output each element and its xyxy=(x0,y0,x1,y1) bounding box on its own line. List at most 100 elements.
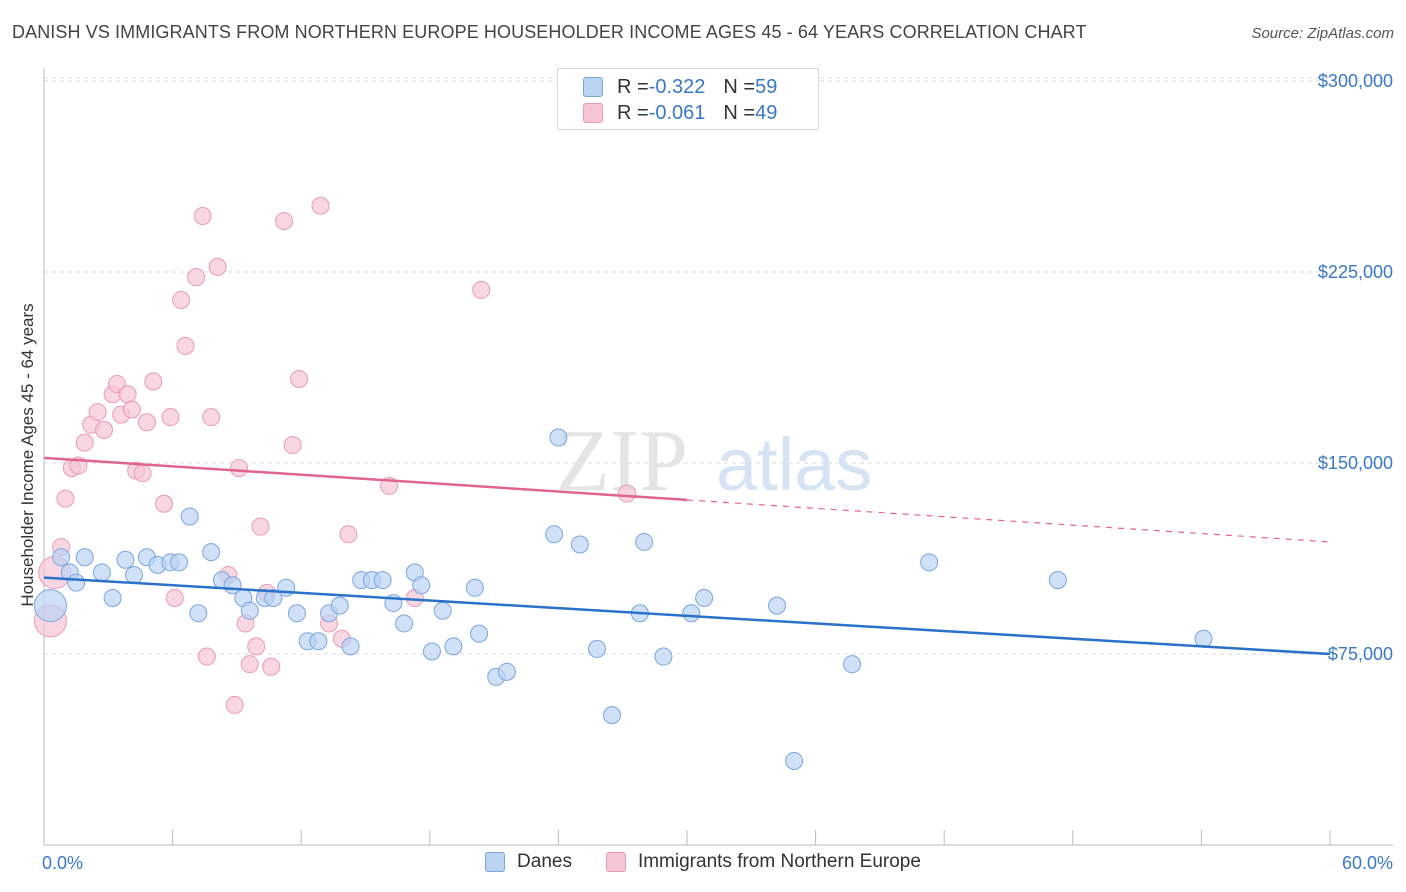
danes-point xyxy=(549,428,568,447)
danes-point xyxy=(240,601,259,620)
legend-swatch-danes xyxy=(485,852,506,872)
watermark-atlas: atlas xyxy=(716,423,872,506)
immigrants-point xyxy=(118,385,137,404)
y-axis-label: Householder Income Ages 45 - 64 years xyxy=(18,303,37,607)
danes-point xyxy=(202,543,221,562)
danes-point xyxy=(587,639,606,658)
immigrants-point xyxy=(251,517,270,536)
danes-point xyxy=(395,614,414,633)
y-tick-label: $75,000 xyxy=(1328,644,1393,664)
immigrants-r-value: -0.061 xyxy=(648,101,706,124)
immigrants-point xyxy=(161,408,180,427)
danes-point xyxy=(570,535,589,554)
danes-trend-line xyxy=(43,576,1331,656)
danes-point xyxy=(412,576,431,595)
danes-r-label: R = xyxy=(617,75,649,98)
danes-point xyxy=(444,637,463,656)
immigrants-point xyxy=(247,637,266,656)
danes-point xyxy=(92,563,111,582)
danes-point xyxy=(309,632,328,651)
series-legend: Danes Immigrants from Northern Europe xyxy=(0,851,1406,873)
immigrants-point xyxy=(122,400,141,419)
immigrants-point xyxy=(617,484,636,503)
stats-row-immigrants: R = -0.061 N = 49 xyxy=(583,101,777,125)
immigrants-point xyxy=(311,196,330,215)
x-tick-label-max: 60.0% xyxy=(1342,853,1393,873)
danes-point xyxy=(287,604,306,623)
danes-swatch xyxy=(583,77,603,97)
danes-point xyxy=(67,573,86,592)
immigrants-n-label: N = xyxy=(723,101,756,124)
immigrants-point xyxy=(144,372,163,391)
immigrants-point xyxy=(230,459,249,478)
immigrants-point xyxy=(240,655,259,674)
danes-r-value: -0.322 xyxy=(648,75,706,98)
danes-point xyxy=(1048,571,1067,590)
immigrants-point xyxy=(275,212,294,231)
danes-point xyxy=(125,566,144,585)
danes-point xyxy=(465,578,484,597)
grid-lines xyxy=(44,77,1393,655)
trend-lines xyxy=(43,456,1331,656)
immigrants-swatch xyxy=(583,103,603,123)
immigrants-point xyxy=(283,436,302,455)
danes-point xyxy=(103,588,122,607)
immigrants-point xyxy=(187,268,206,287)
danes-point xyxy=(52,548,71,567)
immigrants-point xyxy=(193,206,212,225)
danes-point xyxy=(843,655,862,674)
danes-point xyxy=(264,588,283,607)
immigrants-point xyxy=(95,420,114,439)
danes-point xyxy=(180,507,199,526)
immigrants-point xyxy=(472,280,491,299)
danes-point xyxy=(330,596,349,615)
legend-label-danes: Danes xyxy=(517,851,572,872)
immigrants-point xyxy=(172,291,191,310)
danes-point xyxy=(470,624,489,643)
danes-point xyxy=(635,532,654,551)
danes-point xyxy=(545,525,564,544)
immigrants-point xyxy=(262,657,281,676)
danes-point xyxy=(116,550,135,569)
danes-point xyxy=(497,662,516,681)
danes-point xyxy=(433,601,452,620)
danes-point xyxy=(75,548,94,567)
legend-item-immigrants: Immigrants from Northern Europe xyxy=(605,851,921,873)
danes-point xyxy=(277,578,296,597)
danes-point xyxy=(920,553,939,572)
chart-title: DANISH VS IMMIGRANTS FROM NORTHERN EUROP… xyxy=(12,22,1087,42)
immigrants-n-value: 49 xyxy=(755,101,778,124)
immigrants-point xyxy=(165,588,184,607)
immigrants-point xyxy=(133,464,152,483)
immigrants-point xyxy=(197,647,216,666)
immigrants-point xyxy=(202,408,221,427)
immigrants-r-label: R = xyxy=(617,101,649,124)
danes-point xyxy=(695,588,714,607)
x-tick-label-min: 0.0% xyxy=(42,853,83,873)
immigrants-point xyxy=(339,525,358,544)
danes-point xyxy=(785,751,804,770)
immigrants-point xyxy=(208,257,227,276)
danes-point xyxy=(654,647,673,666)
danes-point xyxy=(768,596,787,615)
immigrants-point xyxy=(155,494,174,513)
stats-row-danes: R = -0.322 N = 59 xyxy=(583,75,777,99)
y-tick-label: $225,000 xyxy=(1318,262,1393,282)
axes xyxy=(43,68,1393,846)
immigrants-point xyxy=(88,403,107,422)
danes-n-value: 59 xyxy=(755,75,778,98)
danes-point xyxy=(189,604,208,623)
immigrants-point xyxy=(225,695,244,714)
immigrants-point xyxy=(290,369,309,388)
y-tick-labels: $75,000 $150,000 $225,000 $300,000 xyxy=(1318,71,1393,664)
immigrants-point xyxy=(75,433,94,452)
danes-point xyxy=(341,637,360,656)
immigrants-trend-line-extension xyxy=(686,499,1331,543)
danes-point xyxy=(33,589,67,623)
immigrants-point xyxy=(137,413,156,432)
danes-point xyxy=(170,553,189,572)
immigrants-point xyxy=(56,489,75,508)
danes-point xyxy=(1194,629,1213,648)
legend-item-danes: Danes xyxy=(485,851,572,873)
